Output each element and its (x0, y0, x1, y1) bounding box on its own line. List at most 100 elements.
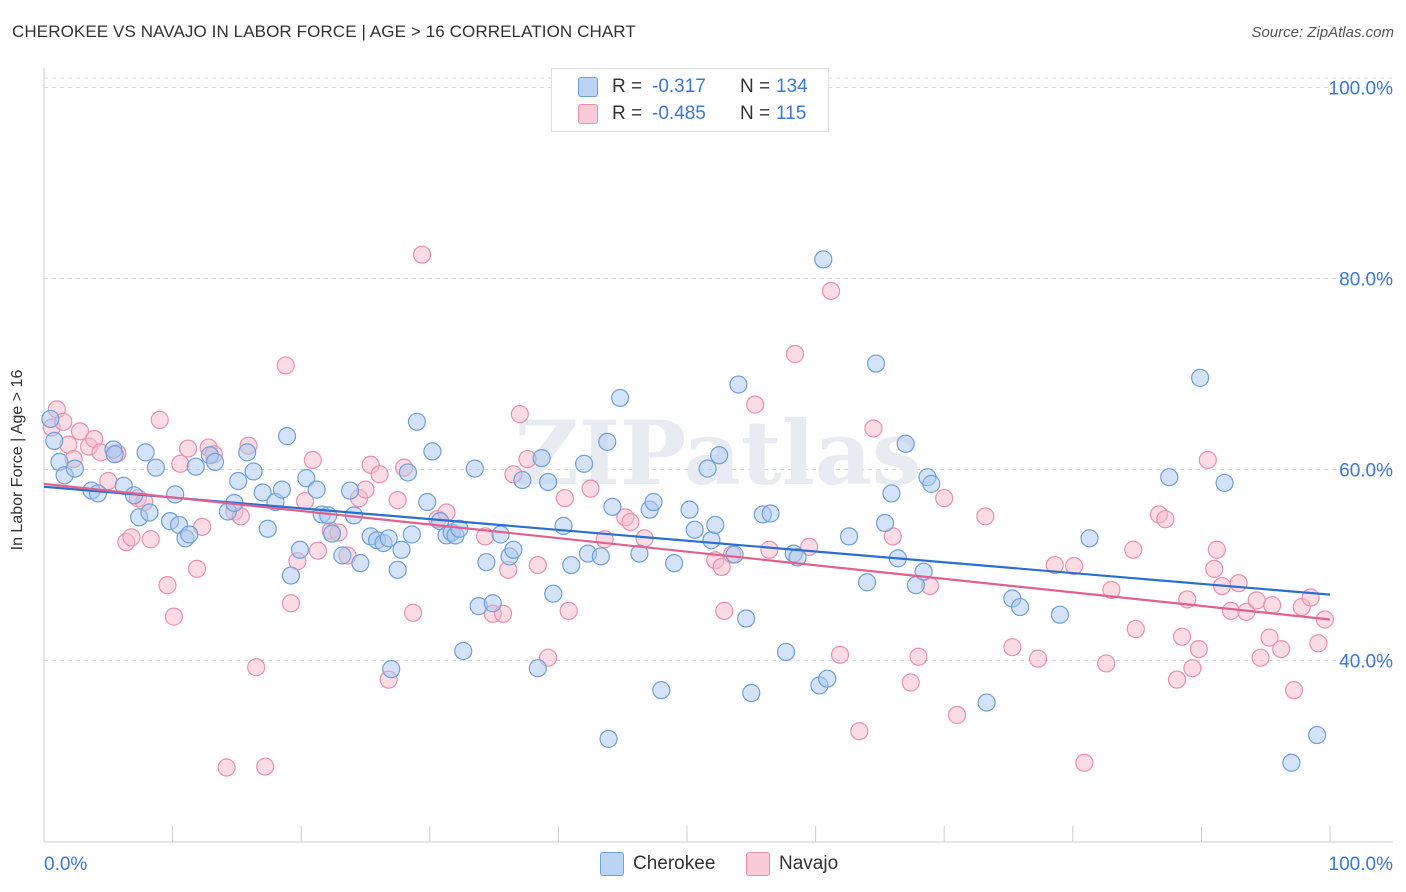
navajo-point (1126, 619, 1145, 639)
navajo-point (883, 527, 902, 546)
navajo-point (976, 507, 995, 526)
cherokee-point (882, 484, 901, 503)
cherokee-point (652, 681, 671, 700)
navajo-point (746, 395, 765, 414)
navajo-point (1207, 540, 1226, 559)
navajo-point (256, 757, 275, 776)
cherokee-point (562, 555, 581, 575)
navajo-point (370, 465, 389, 484)
navajo-point (1075, 753, 1094, 772)
navajo-point (715, 601, 734, 620)
navajo-point (830, 645, 850, 664)
cherokee-point (698, 459, 717, 478)
cherokee-point (146, 458, 165, 477)
navajo-point (1183, 659, 1202, 678)
navajo-point (178, 439, 198, 458)
navajo-swatch (746, 852, 770, 876)
cherokee-point (644, 492, 663, 512)
cherokee-point (382, 660, 401, 679)
navajo-point (276, 356, 295, 375)
cherokee-point (611, 388, 630, 408)
cherokee-point (725, 545, 744, 564)
cherokee-point (737, 609, 756, 628)
navajo-point (1221, 601, 1241, 620)
x-tick-label: 100.0% (1329, 854, 1394, 875)
navajo-point (247, 658, 266, 677)
bottom-legend-cherokee: Cherokee (600, 852, 715, 876)
navajo-point (1028, 649, 1048, 668)
cherokee-point (388, 560, 407, 579)
cherokee-swatch (600, 852, 624, 876)
legend: R = -0.317 N = 134 R = -0.485 N = 115 (551, 68, 829, 132)
navajo-point (947, 705, 967, 725)
navajo-point (850, 722, 869, 741)
navajo-point (555, 489, 574, 508)
cherokee-point (761, 504, 780, 523)
cherokee-point (379, 529, 398, 548)
navajo-point (141, 530, 160, 549)
cherokee-point (238, 443, 257, 462)
navajo-point (1205, 559, 1224, 578)
navajo-point (1097, 654, 1116, 673)
legend-r-label: R = (612, 103, 643, 124)
cherokee-point (351, 554, 370, 573)
x-tick-label: 0.0% (44, 854, 87, 875)
cherokee-point (513, 470, 532, 490)
bottom-legend-label: Cherokee (633, 853, 716, 874)
legend-n-value: 134 (776, 76, 808, 97)
cherokee-point (1050, 605, 1070, 624)
cherokee-point (307, 480, 326, 499)
navajo-point (150, 410, 169, 429)
cherokee-point (340, 481, 360, 500)
cherokee-trend-line (43, 485, 1331, 596)
navajo-point (1064, 556, 1084, 576)
cherokee-point (685, 520, 704, 539)
cherokee-point (544, 584, 563, 603)
cherokee-point (1282, 753, 1301, 772)
navajo-point (1045, 555, 1064, 575)
navajo-swatch (578, 104, 598, 124)
cherokee-point (491, 525, 510, 544)
cherokee-point (1080, 529, 1099, 548)
navajo-point (1124, 540, 1143, 559)
navajo-point (122, 528, 141, 547)
navajo-point (171, 454, 190, 473)
navajo-point (388, 491, 407, 510)
cherokee-point (253, 483, 272, 502)
cherokee-point (504, 540, 523, 559)
cherokee-point (205, 452, 225, 472)
cherokee-point (1308, 725, 1327, 745)
navajo-point (528, 555, 547, 575)
navajo-point (821, 281, 841, 301)
cherokee-point (603, 497, 622, 516)
navajo-point (1260, 628, 1279, 647)
cherokee-point (41, 409, 60, 429)
y-axis-label: In Labor Force | Age > 16 (9, 369, 26, 551)
cherokee-swatch (578, 77, 598, 97)
navajo-point (901, 673, 920, 692)
cherokee-point (333, 546, 352, 565)
cherokee-point (706, 515, 725, 535)
navajo-point (1251, 648, 1270, 667)
legend-r-value: -0.485 (652, 103, 706, 124)
cherokee-point (702, 531, 721, 550)
legend-n-label: N = (740, 103, 771, 124)
cherokee-point (465, 459, 484, 478)
cherokee-point (1191, 368, 1210, 387)
cherokee-point (866, 354, 886, 373)
navajo-point (785, 344, 805, 364)
cherokee-point (532, 448, 551, 468)
navajo-point (712, 557, 731, 577)
navajo-point (217, 758, 236, 777)
navajo-point (1309, 634, 1328, 653)
cherokee-point (1010, 597, 1030, 617)
cherokee-point (776, 642, 796, 662)
bottom-legend: Cherokee Navajo (0, 852, 1406, 876)
cherokee-points (41, 250, 1327, 772)
cherokee-point (277, 427, 297, 446)
cherokee-point (575, 454, 594, 473)
navajo-point (1189, 639, 1208, 659)
navajo-point (1229, 574, 1248, 593)
navajo-point (308, 541, 328, 560)
cherokee-point (88, 484, 108, 503)
